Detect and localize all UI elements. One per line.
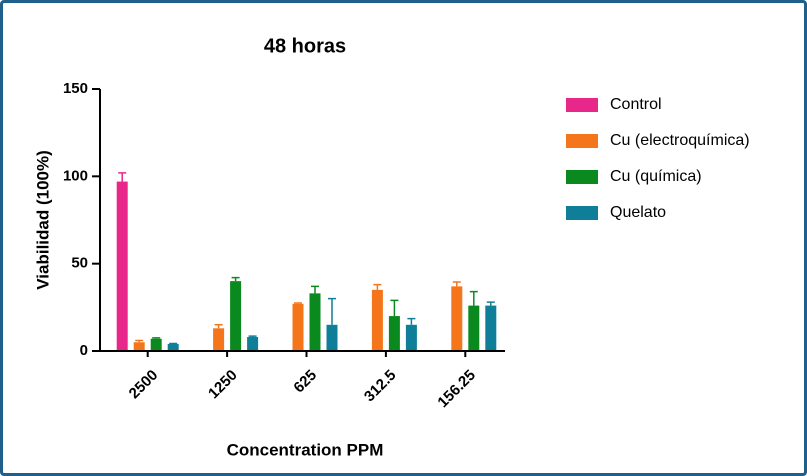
legend-swatch — [566, 134, 598, 148]
error-bar — [469, 290, 478, 306]
x-tick-label: 1250 — [205, 367, 241, 403]
y-tick-label: 150 — [63, 80, 88, 97]
bar — [150, 338, 162, 351]
bar — [326, 324, 338, 351]
x-tick-label: 625 — [290, 367, 320, 397]
error-bar — [248, 335, 257, 338]
y-axis-title: Viabilidad (100%) — [33, 150, 52, 290]
error-bar — [231, 276, 240, 282]
error-bar — [407, 317, 416, 325]
error-bar — [214, 324, 223, 329]
error-bar — [486, 301, 495, 306]
error-bar — [152, 337, 161, 339]
x-tick-label: 156.25 — [434, 367, 478, 411]
error-bar — [328, 297, 336, 325]
bar — [116, 181, 128, 351]
legend-label: Control — [610, 96, 662, 113]
bar — [468, 305, 480, 351]
error-bar — [390, 299, 399, 317]
bar — [485, 305, 497, 351]
bar — [309, 293, 321, 351]
x-axis-title: Concentration PPM — [227, 440, 384, 459]
legend-swatch — [566, 206, 598, 220]
bar — [167, 344, 179, 351]
legend-label: Cu (química) — [610, 168, 702, 185]
bar — [292, 303, 304, 351]
legend-label: Cu (electroquímica) — [610, 132, 750, 149]
error-bar — [294, 302, 302, 304]
bar — [133, 342, 145, 351]
bar — [371, 289, 383, 351]
bar — [405, 324, 417, 351]
bar — [247, 337, 259, 351]
error-bar — [311, 285, 319, 294]
legend-swatch — [566, 98, 598, 112]
bar — [213, 328, 225, 351]
bar — [230, 281, 242, 351]
y-tick-label: 0 — [80, 342, 88, 359]
x-tick-label: 312.5 — [361, 367, 400, 406]
x-tick-label: 2500 — [126, 367, 162, 403]
error-bar — [135, 339, 144, 343]
error-bar — [169, 342, 178, 345]
error-bar — [118, 172, 127, 182]
legend-label: Quelato — [610, 204, 666, 221]
error-bar — [373, 283, 382, 290]
bar — [388, 316, 400, 351]
chart-title: 48 horas — [264, 35, 346, 57]
bar — [451, 286, 463, 351]
y-tick-label: 100 — [63, 167, 88, 184]
y-tick-label: 50 — [71, 255, 88, 272]
error-bar — [452, 281, 461, 287]
legend-swatch — [566, 170, 598, 184]
